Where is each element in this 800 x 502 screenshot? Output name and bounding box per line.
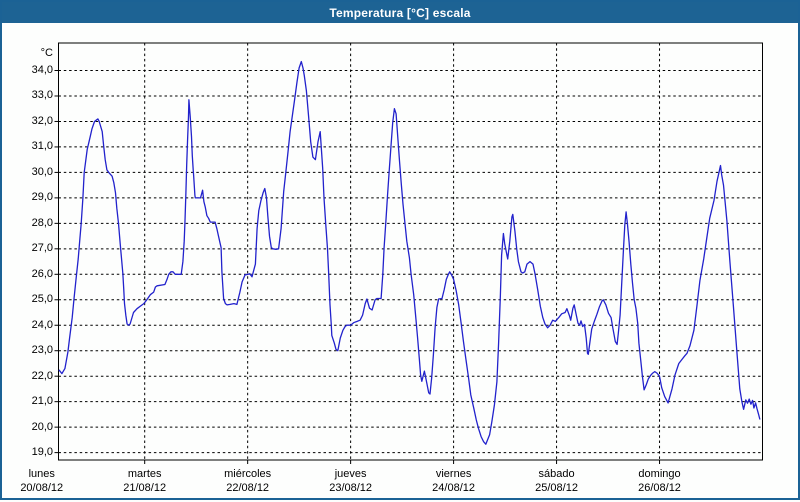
- y-tick-label: 33,0: [31, 89, 53, 102]
- y-tick-label: 25,0: [31, 293, 53, 306]
- y-tick-label: 21,0: [31, 395, 53, 408]
- title-bar: Temperatura [°C] escala: [2, 2, 798, 23]
- x-axis-day-label: jueves 23/08/12: [309, 467, 393, 495]
- y-tick-label: 31,0: [31, 140, 53, 153]
- x-axis-day-label: sábado 25/08/12: [515, 467, 599, 495]
- day-date: 26/08/12: [638, 482, 681, 494]
- y-tick-label: 29,0: [31, 191, 53, 204]
- day-name: sábado: [538, 468, 575, 480]
- day-name: miércoles: [224, 468, 272, 480]
- day-date: 20/08/12: [20, 482, 64, 494]
- y-tick-label: 32,0: [31, 114, 53, 127]
- x-axis-day-label: lunes 20/08/12: [0, 467, 84, 495]
- y-tick-label: 30,0: [31, 165, 53, 178]
- day-date: 22/08/12: [226, 482, 270, 494]
- day-date: 23/08/12: [329, 482, 373, 494]
- y-tick-label: 34,0: [31, 64, 53, 76]
- day-name: domingo: [638, 468, 681, 480]
- y-tick-label: 27,0: [31, 242, 53, 255]
- y-tick-label: 22,0: [31, 369, 53, 382]
- plot-border: [58, 42, 763, 461]
- chart-title: Temperatura [°C] escala: [329, 5, 471, 20]
- y-tick-label: 20,0: [31, 420, 53, 433]
- y-tick-label: 26,0: [31, 267, 53, 280]
- day-name: jueves: [334, 468, 367, 480]
- x-axis-day-label: miércoles 22/08/12: [206, 467, 290, 495]
- x-axis-day-label: martes 21/08/12: [103, 467, 187, 495]
- x-axis-day-label: domingo 26/08/12: [618, 467, 702, 495]
- day-date: 25/08/12: [535, 482, 578, 494]
- day-date: 24/08/12: [432, 482, 475, 494]
- day-name: martes: [127, 468, 162, 480]
- day-date: 21/08/12: [123, 482, 167, 494]
- y-tick-label: 23,0: [31, 344, 53, 357]
- temperature-curve: [58, 60, 761, 445]
- day-name: lunes: [28, 468, 55, 480]
- y-axis-unit-label: °C: [40, 47, 53, 59]
- day-name: viernes: [435, 468, 472, 480]
- y-tick-label: 24,0: [31, 318, 53, 331]
- y-tick-label: 28,0: [31, 216, 53, 229]
- y-tick-label: 19,0: [31, 446, 53, 459]
- x-axis-day-label: viernes 24/08/12: [412, 467, 496, 495]
